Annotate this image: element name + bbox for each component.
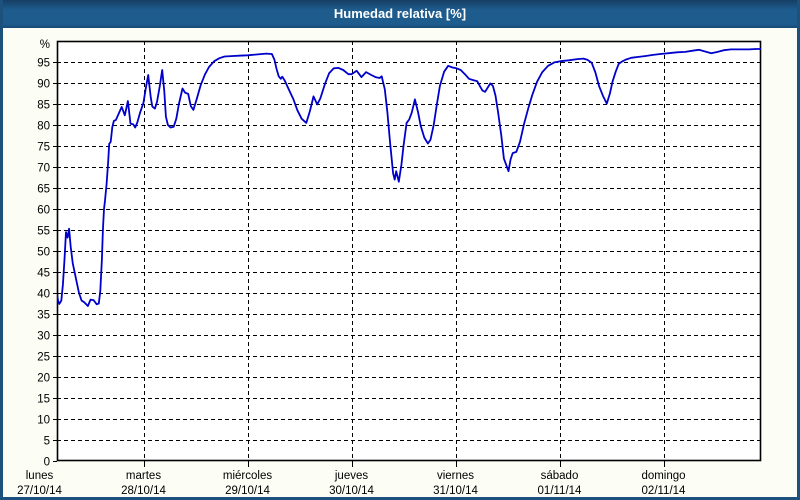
x-day-name-jueves: jueves <box>334 470 368 482</box>
y-tick-label-70: 70 <box>37 163 50 175</box>
x-day-name-viernes: viernes <box>437 470 474 482</box>
y-tick-label-15: 15 <box>37 394 50 406</box>
y-tick-label-35: 35 <box>37 310 50 322</box>
x-day-name-miércoles: miércoles <box>223 470 272 482</box>
x-day-date-4: 31/10/14 <box>433 485 478 497</box>
y-axis-unit-label: % <box>40 39 50 51</box>
y-tick-label-50: 50 <box>37 247 50 259</box>
x-day-date-1: 28/10/14 <box>121 485 166 497</box>
plot-border <box>56 40 762 462</box>
y-tick-label-55: 55 <box>37 226 50 238</box>
y-tick-label-95: 95 <box>37 58 50 70</box>
x-day-name-domingo: domingo <box>641 470 685 482</box>
y-tick-label-10: 10 <box>37 415 50 427</box>
x-day-name-martes: martes <box>126 470 161 482</box>
y-tick-label-60: 60 <box>37 205 50 217</box>
y-tick-label-40: 40 <box>37 289 50 301</box>
series-line-humedad-relativa <box>57 48 761 307</box>
y-tick-label-45: 45 <box>37 268 50 280</box>
y-tick-label-0: 0 <box>44 457 50 469</box>
x-day-date-6: 02/11/14 <box>642 485 687 497</box>
y-tick-label-25: 25 <box>37 352 50 364</box>
y-tick-label-85: 85 <box>37 100 50 112</box>
y-tick-label-80: 80 <box>37 121 50 133</box>
x-day-name-lunes: lunes <box>26 470 54 482</box>
y-tick-label-5: 5 <box>44 436 50 448</box>
x-day-date-5: 01/11/14 <box>538 485 583 497</box>
x-day-date-3: 30/10/14 <box>329 485 374 497</box>
x-day-name-sábado: sábado <box>541 470 579 482</box>
y-tick-label-65: 65 <box>37 184 50 196</box>
chart-area: 0 5 10 15 20 25 30 35 40 45 50 55 60 65 70 75 80 85 90 95% l… <box>3 28 797 497</box>
x-day-date-0: 27/10/14 <box>17 485 62 497</box>
title-bar: Humedad relativa [%] <box>3 0 797 28</box>
y-tick-label-75: 75 <box>37 142 50 154</box>
x-day-date-2: 29/10/14 <box>225 485 270 497</box>
y-tick-label-90: 90 <box>37 79 50 91</box>
y-tick-label-20: 20 <box>37 373 50 385</box>
y-tick-label-30: 30 <box>37 331 50 343</box>
humidity-line-chart: 0 5 10 15 20 25 30 35 40 45 50 55 60 65 70 75 80 85 90 95% l… <box>17 39 762 497</box>
chart-title: Humedad relativa [%] <box>333 6 467 21</box>
